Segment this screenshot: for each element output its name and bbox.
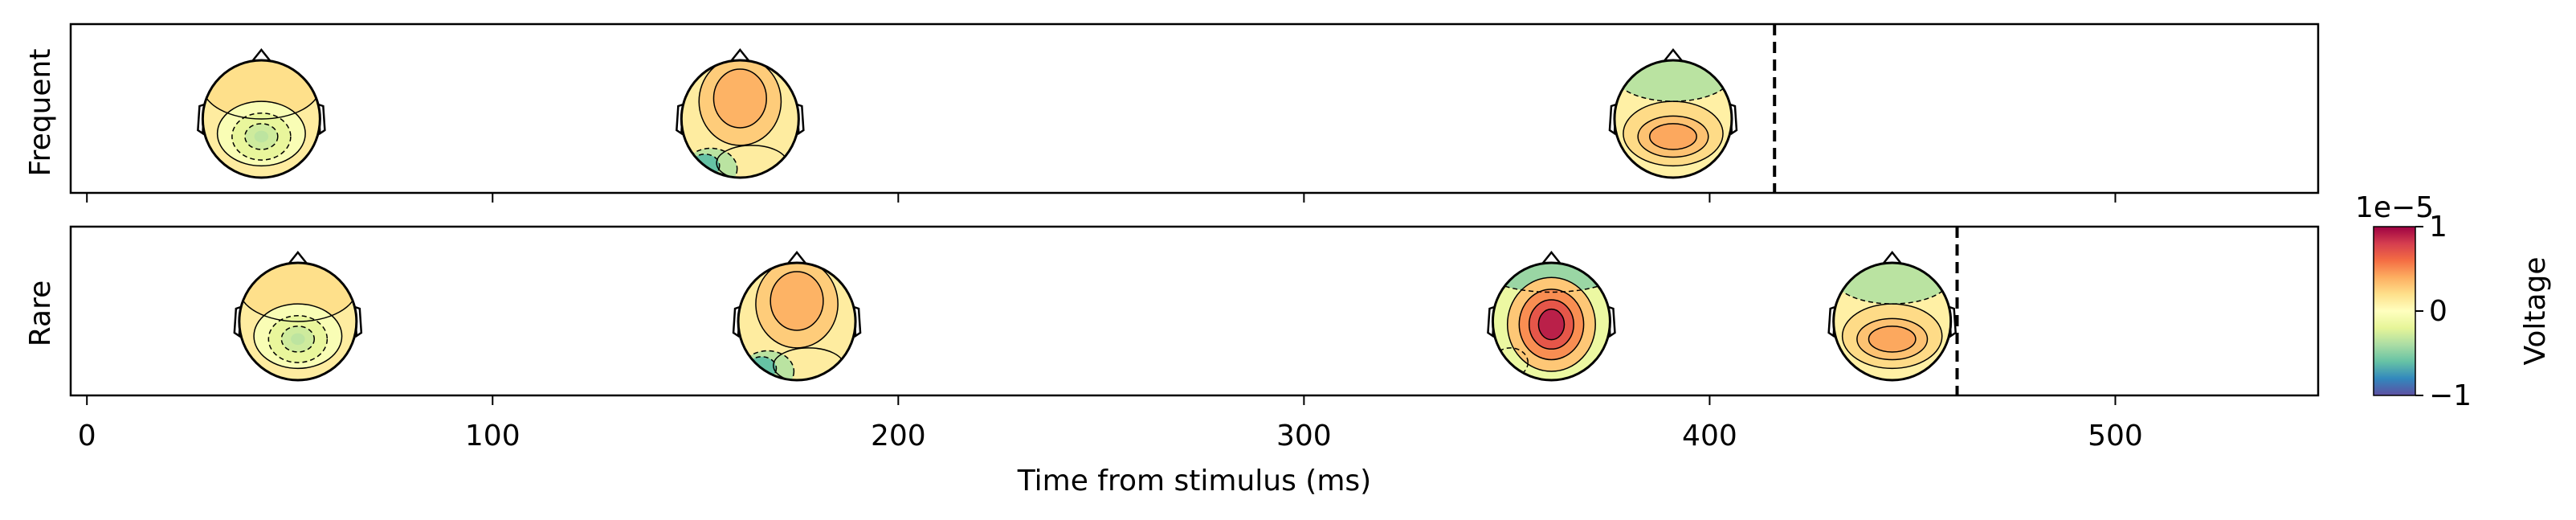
colorbar-tick-label: 1 <box>2429 211 2447 244</box>
head-outline <box>1832 261 1953 382</box>
colorbar: 1e−5 Voltage 1 0 −1 <box>2355 191 2552 412</box>
colorbar-tick-label: −1 <box>2429 379 2472 412</box>
nose <box>251 47 272 63</box>
row-label-rare: Rare <box>24 280 57 346</box>
panel-frame <box>69 23 2320 194</box>
x-tick-label: 100 <box>465 420 521 452</box>
colorbar-tick-label: 0 <box>2429 295 2447 328</box>
colorbar-gradient <box>2374 227 2415 395</box>
topomap-fill <box>1614 60 1732 178</box>
topomap-rare-3 <box>1827 250 1957 382</box>
head-outline <box>201 59 321 179</box>
x-tick-label: 0 <box>78 420 96 452</box>
head-outline <box>737 261 857 382</box>
topomap-fill <box>202 60 320 178</box>
panel-frequent <box>69 23 2320 194</box>
panel-frame <box>69 225 2320 397</box>
x-axis: 0 100 200 300 400 500 <box>78 193 2143 452</box>
nose <box>1662 47 1684 63</box>
nose <box>1541 250 1562 265</box>
topomap-frequent-1 <box>676 47 805 179</box>
topomap-fill <box>1833 263 1951 380</box>
topomap-frequent-2 <box>1608 47 1738 179</box>
head-outline <box>1491 261 1611 382</box>
topomap-fill <box>1492 263 1611 380</box>
head-outline <box>238 261 358 382</box>
x-axis-label: Time from stimulus (ms) <box>1017 465 1371 497</box>
head-outline <box>1613 59 1733 179</box>
topomap-rare-2 <box>1487 250 1616 382</box>
topomap-rare-0 <box>233 250 363 382</box>
row-label-frequent: Frequent <box>24 49 57 177</box>
panel-rare <box>69 225 2320 397</box>
x-tick-label: 200 <box>871 420 926 452</box>
topomap-rare-1 <box>732 250 862 382</box>
colorbar-label: Voltage <box>2519 256 2552 365</box>
nose <box>1881 250 1903 265</box>
x-tick-label: 400 <box>1682 420 1737 452</box>
colorbar-scale-label: 1e−5 <box>2355 191 2434 224</box>
x-tick-label: 300 <box>1276 420 1332 452</box>
topomap-frequent-0 <box>197 47 326 179</box>
topomap-fill <box>239 263 357 380</box>
head-outline <box>680 59 800 179</box>
nose <box>786 250 808 265</box>
x-tick-label: 500 <box>2088 420 2143 452</box>
nose <box>729 47 751 63</box>
nose <box>287 250 308 265</box>
